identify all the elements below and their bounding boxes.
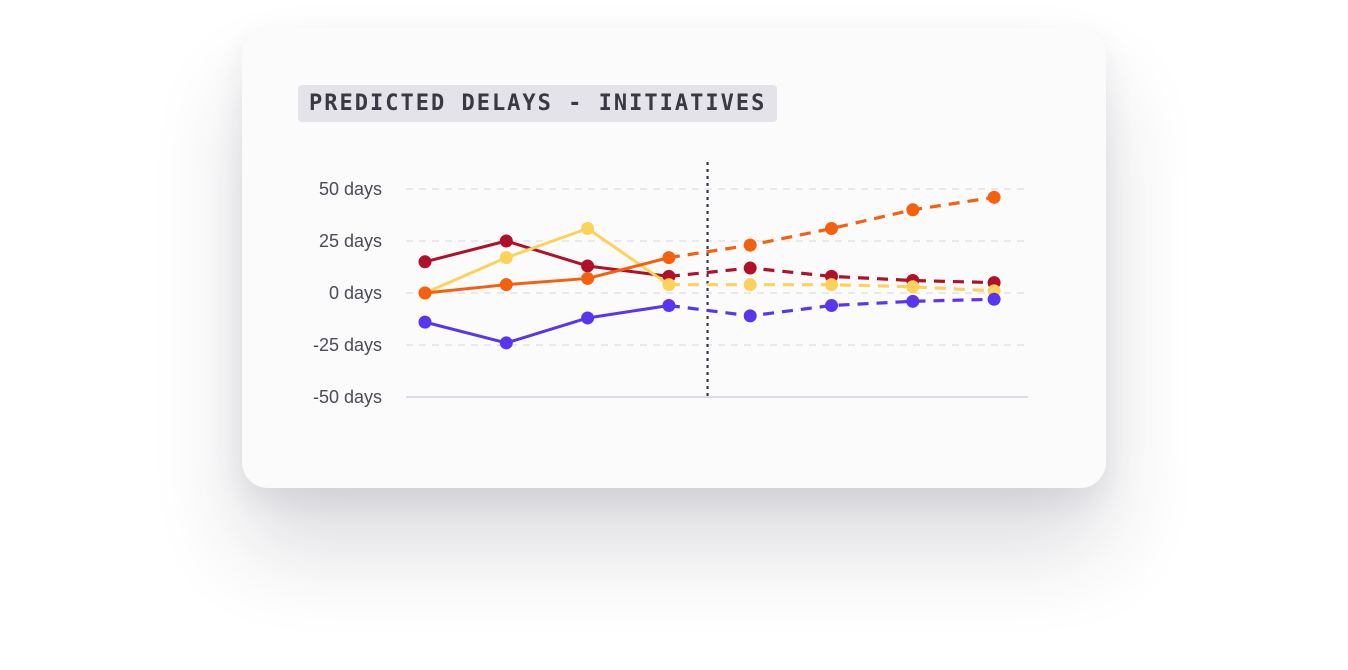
data-point	[743, 238, 757, 252]
series-layer	[418, 190, 1001, 350]
data-point	[418, 286, 432, 300]
data-point	[825, 298, 838, 312]
y-tick-label: 0 days	[329, 283, 382, 303]
data-point	[743, 309, 757, 323]
data-point	[581, 222, 595, 236]
data-point	[825, 222, 838, 236]
data-point	[906, 294, 920, 308]
grid-layer	[406, 188, 1028, 398]
data-point	[662, 251, 676, 265]
series-line-actual	[423, 303, 671, 345]
data-point	[581, 311, 595, 325]
chart-title: PREDICTED DELAYS - INITIATIVES	[298, 85, 778, 122]
y-tick-label: -50 days	[313, 387, 382, 407]
series-line-actual	[423, 239, 671, 278]
series-4	[418, 292, 1001, 350]
data-point	[906, 280, 920, 294]
series-3	[418, 190, 1001, 300]
data-point	[418, 255, 432, 269]
series-line-actual	[423, 227, 671, 295]
data-point	[987, 190, 1001, 204]
series-line-forecast	[668, 266, 995, 285]
data-point	[906, 203, 920, 217]
data-point	[581, 271, 595, 285]
series-line-actual	[423, 256, 671, 295]
data-point	[499, 234, 513, 248]
data-point	[499, 336, 513, 350]
data-point	[418, 315, 432, 329]
series-2	[418, 222, 1001, 300]
data-point	[987, 292, 1001, 306]
y-tick-label: -25 days	[313, 335, 382, 355]
y-tick-label: 25 days	[319, 231, 382, 251]
data-point	[743, 261, 757, 275]
data-point	[581, 259, 595, 273]
data-point	[662, 278, 676, 292]
data-point	[499, 251, 513, 265]
data-point	[743, 278, 757, 292]
series-line-forecast	[668, 297, 995, 318]
series-line-forecast	[668, 195, 995, 260]
data-point	[825, 278, 838, 292]
y-tick-label: 50 days	[319, 179, 382, 199]
data-point	[499, 278, 513, 292]
y-axis-ticks: 50 days 25 days 0 days -25 days -50 days	[313, 179, 382, 407]
data-point	[662, 298, 676, 312]
